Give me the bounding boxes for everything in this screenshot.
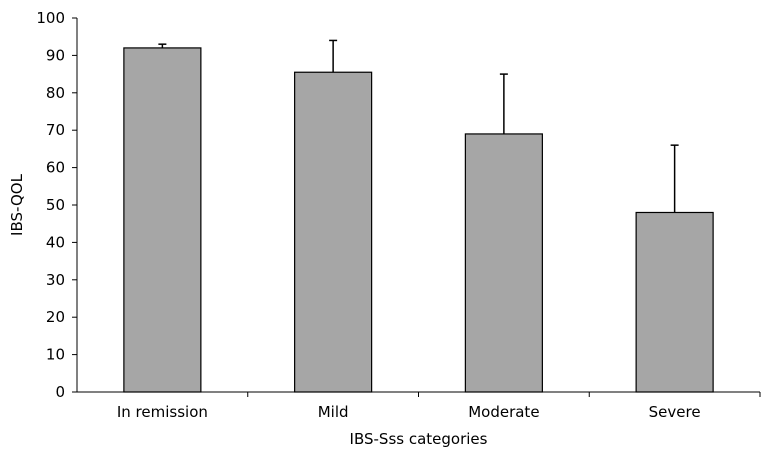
- bar-moderate: [464, 133, 543, 393]
- bar-mild: [294, 71, 373, 393]
- x-tick-label: Moderate: [468, 403, 539, 421]
- bar-severe: [635, 211, 714, 393]
- y-tick-label: 100: [36, 9, 65, 27]
- y-tick-label: 50: [46, 196, 65, 214]
- error-bars-group: [158, 39, 679, 213]
- y-tick-label: 0: [55, 383, 65, 401]
- y-axis: 0 10 20 30 40 50 60 70 80 90 100: [36, 9, 78, 401]
- y-tick-label: 60: [46, 159, 65, 177]
- y-tick-label: 70: [46, 121, 65, 139]
- y-tick-label: 30: [46, 271, 65, 289]
- bar-in-remission: [123, 47, 202, 393]
- y-tick-label: 40: [46, 233, 65, 251]
- x-tick-label: Severe: [649, 403, 701, 421]
- x-tick-label: Mild: [318, 403, 349, 421]
- x-axis-title: IBS-Sss categories: [350, 430, 488, 448]
- y-axis-title: IBS-QOL: [8, 173, 26, 236]
- y-tick-label: 10: [46, 346, 65, 364]
- y-tick-label: 80: [46, 84, 65, 102]
- x-axis: In remission Mild Moderate Severe: [77, 391, 761, 421]
- y-tick-label: 90: [46, 46, 65, 64]
- y-tick-label: 20: [46, 308, 65, 326]
- x-tick-label: In remission: [117, 403, 208, 421]
- bars-group: [123, 47, 714, 393]
